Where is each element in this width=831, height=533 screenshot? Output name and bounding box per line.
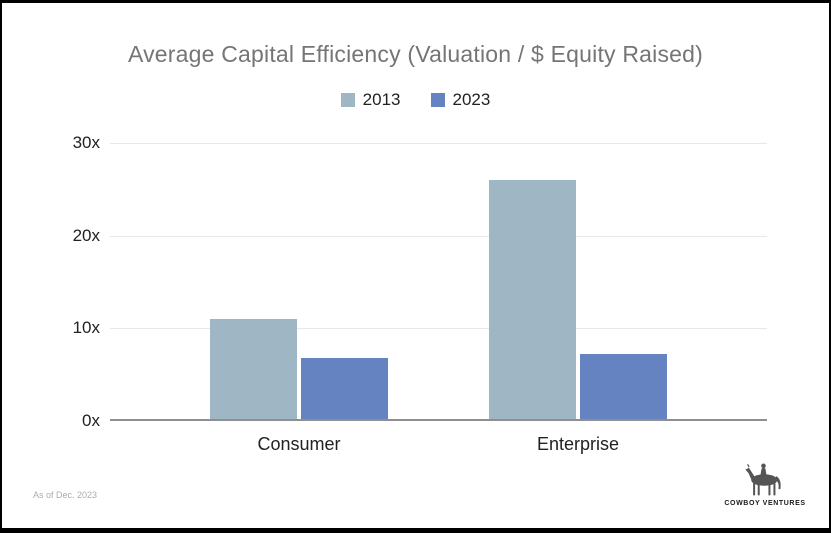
- bar-enterprise-2013: [489, 180, 576, 421]
- bar-consumer-2013: [210, 319, 297, 421]
- y-tick-10x: 10x: [72, 318, 100, 337]
- x-label-enterprise: Enterprise: [536, 434, 620, 454]
- gridline-10x: [110, 328, 767, 330]
- footer-note: As of Dec. 2023: [33, 490, 98, 500]
- bar-enterprise-2023: [580, 354, 667, 421]
- y-tick-30x: 30x: [72, 133, 100, 152]
- gridline-30x: [110, 143, 767, 144]
- plot-area: 30x 20x 10x 0x Consumer Enterprise: [73, 133, 767, 454]
- legend-swatch-2013-icon: [340, 93, 355, 107]
- x-axis-baseline: [110, 419, 767, 421]
- chart-title: Average Capital Efficiency (Valuation / …: [127, 41, 703, 67]
- legend-item-2023: 2023: [430, 90, 491, 110]
- cowboy-on-horse-icon: [742, 462, 788, 498]
- x-label-consumer: Consumer: [257, 434, 341, 454]
- legend-swatch-2023-icon: [430, 93, 445, 107]
- gridline-20x: [110, 235, 767, 237]
- cowboy-ventures-logo: COWBOY VENTURES: [717, 462, 813, 507]
- legend-item-2013: 2013: [340, 90, 401, 110]
- legend-label-2013: 2013: [362, 90, 401, 109]
- legend: 2013 2023: [2, 90, 829, 110]
- y-tick-20x: 20x: [72, 226, 100, 245]
- logo-text: COWBOY VENTURES: [724, 500, 806, 507]
- bar-consumer-2023: [301, 358, 388, 421]
- y-tick-0x: 0x: [82, 411, 100, 430]
- legend-label-2023: 2023: [452, 90, 491, 109]
